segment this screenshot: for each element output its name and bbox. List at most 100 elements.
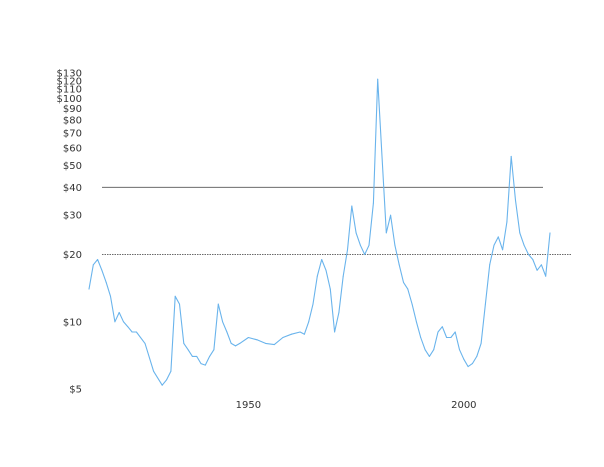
y-tick-label: $20 bbox=[63, 250, 82, 261]
data-point bbox=[217, 303, 219, 305]
data-point bbox=[403, 281, 404, 283]
data-point bbox=[161, 384, 163, 386]
data-point bbox=[101, 269, 103, 271]
data-point bbox=[528, 254, 529, 255]
data-point bbox=[523, 244, 525, 246]
data-point bbox=[471, 363, 473, 365]
data-point bbox=[303, 333, 305, 335]
data-point bbox=[497, 236, 499, 238]
data-point bbox=[368, 244, 370, 246]
data-point bbox=[338, 312, 340, 313]
data-point bbox=[291, 333, 292, 335]
data-point bbox=[549, 232, 551, 234]
data-point bbox=[450, 337, 452, 338]
data-point bbox=[213, 349, 215, 351]
data-point bbox=[235, 345, 236, 347]
data-point bbox=[153, 370, 155, 372]
x-tick-label: 2000 bbox=[451, 400, 476, 411]
y-axis-ticks: $5 $10 $20 $30 $40 $50 $60 $70 $80$90$100$110$12… bbox=[57, 69, 82, 396]
data-point bbox=[105, 281, 107, 283]
data-point bbox=[97, 259, 99, 260]
data-point bbox=[308, 321, 310, 323]
data-point bbox=[364, 254, 366, 255]
data-point bbox=[532, 259, 534, 260]
data-point bbox=[127, 326, 129, 328]
data-point bbox=[196, 355, 198, 357]
data-point bbox=[420, 337, 422, 338]
data-point bbox=[519, 232, 521, 234]
y-tick-label: $80 bbox=[63, 116, 82, 127]
data-point bbox=[144, 342, 146, 344]
data-point bbox=[118, 312, 120, 313]
data-point bbox=[329, 288, 331, 290]
data-point bbox=[394, 244, 396, 246]
data-point bbox=[92, 264, 94, 266]
data-point bbox=[433, 349, 435, 351]
x-axis-ticks: 1950 2000 bbox=[236, 400, 477, 411]
data-point bbox=[183, 342, 185, 344]
data-point bbox=[334, 331, 336, 333]
data-point bbox=[209, 355, 211, 357]
data-point bbox=[515, 199, 516, 201]
y-tick-label: $50 bbox=[63, 161, 82, 172]
data-point bbox=[110, 295, 111, 297]
data-point bbox=[441, 326, 443, 328]
y-tick-label: $110 bbox=[57, 85, 82, 96]
price-series-line bbox=[88, 78, 551, 386]
data-point bbox=[135, 331, 137, 333]
y-tick-label: $70 bbox=[63, 129, 82, 140]
data-point bbox=[489, 264, 491, 266]
data-point bbox=[377, 78, 379, 80]
data-point bbox=[230, 342, 232, 344]
data-point bbox=[536, 269, 538, 271]
data-point bbox=[459, 349, 460, 351]
data-point bbox=[226, 331, 228, 333]
data-point bbox=[359, 244, 361, 246]
data-point bbox=[506, 221, 508, 223]
data-point bbox=[316, 275, 318, 277]
data-point bbox=[131, 331, 133, 333]
data-point bbox=[174, 295, 176, 297]
data-point bbox=[166, 379, 168, 381]
data-point bbox=[247, 337, 249, 338]
data-point bbox=[114, 321, 116, 323]
data-point bbox=[502, 249, 504, 251]
data-point bbox=[385, 232, 387, 234]
y-tick-label: $5 bbox=[69, 385, 82, 396]
data-point bbox=[484, 303, 486, 305]
data-point bbox=[123, 321, 124, 323]
data-point bbox=[200, 363, 202, 365]
data-point bbox=[273, 344, 275, 346]
data-point bbox=[428, 355, 430, 357]
data-point bbox=[204, 364, 206, 366]
data-point bbox=[415, 321, 417, 323]
data-point bbox=[463, 358, 465, 360]
data-point bbox=[347, 249, 348, 251]
data-point bbox=[540, 264, 542, 266]
data-point bbox=[437, 331, 439, 333]
y-tick-label: $30 bbox=[63, 211, 82, 222]
y-tick-label: $40 bbox=[63, 183, 82, 194]
x-tick-label: 1950 bbox=[236, 400, 261, 411]
data-point bbox=[476, 355, 478, 357]
data-point bbox=[282, 337, 284, 338]
data-point bbox=[424, 349, 426, 351]
y-tick-label: $120 bbox=[57, 76, 82, 87]
y-tick-label: $130 bbox=[57, 69, 82, 80]
data-point bbox=[88, 288, 90, 290]
data-point bbox=[480, 342, 482, 344]
data-point bbox=[265, 342, 267, 344]
data-point bbox=[446, 337, 448, 338]
data-point bbox=[390, 214, 392, 216]
y-tick-label: $10 bbox=[63, 317, 82, 328]
data-point bbox=[372, 202, 374, 204]
data-point bbox=[321, 259, 323, 260]
data-point bbox=[342, 275, 344, 277]
data-point bbox=[187, 349, 189, 351]
series-group bbox=[88, 78, 551, 386]
data-point bbox=[256, 339, 258, 341]
data-point bbox=[222, 321, 224, 323]
data-point bbox=[493, 244, 495, 246]
data-point bbox=[170, 370, 172, 372]
data-point bbox=[191, 355, 193, 357]
